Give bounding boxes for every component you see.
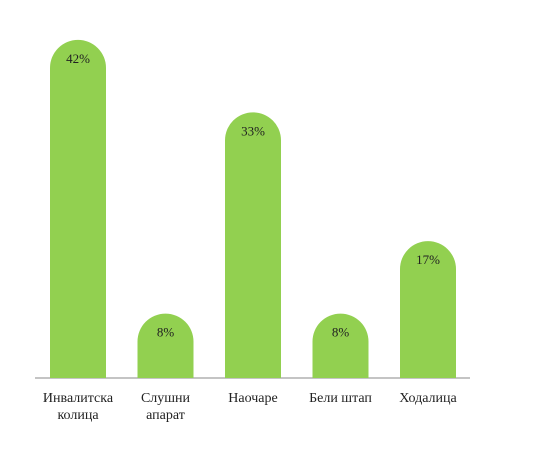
- value-label: 8%: [332, 325, 350, 340]
- bar: [225, 112, 281, 378]
- bar: [137, 313, 194, 378]
- bar: [312, 313, 369, 378]
- bar: [50, 39, 106, 379]
- value-label: 42%: [66, 51, 90, 66]
- value-label: 17%: [416, 252, 440, 267]
- bar: [400, 241, 456, 378]
- value-label: 33%: [241, 123, 265, 138]
- x-tick-label: Наочаре: [228, 391, 278, 406]
- x-tick-label: Бели штап: [309, 391, 372, 406]
- x-tick-label: Слушни апарат: [140, 391, 191, 423]
- x-tick-label: Ходалица: [399, 391, 457, 406]
- value-label: 8%: [157, 325, 175, 340]
- x-tick-label: Инвалитска колица: [42, 391, 114, 423]
